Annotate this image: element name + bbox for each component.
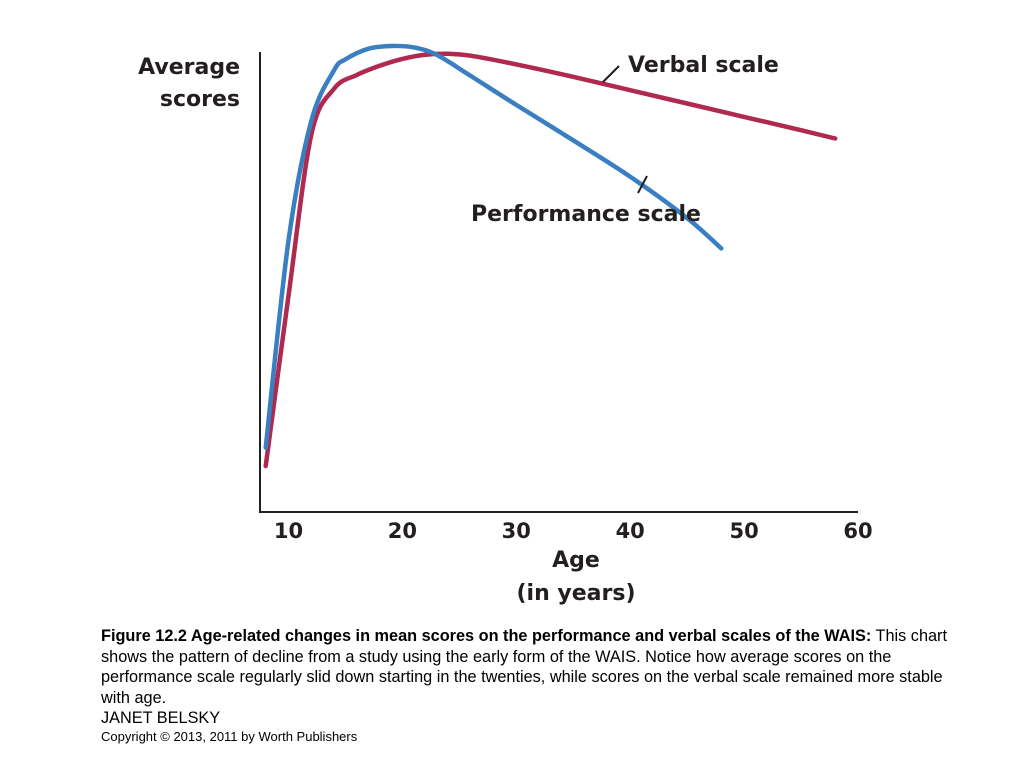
y-axis-label-line-1: Average bbox=[138, 55, 240, 80]
verbal-scale-annotation: Verbal scale bbox=[602, 53, 779, 83]
performance-scale-label: Performance scale bbox=[471, 202, 701, 227]
age-scores-chart: Average scores 10 20 30 40 50 60 Age (in year… bbox=[138, 43, 873, 606]
performance-scale-leader-line bbox=[637, 175, 648, 194]
performance-scale-annotation: Performance scale bbox=[471, 175, 701, 227]
figure-caption-title: Figure 12.2 Age-related changes in mean … bbox=[101, 627, 872, 645]
series-lines bbox=[263, 43, 838, 469]
x-tick-label-60: 60 bbox=[843, 519, 872, 543]
y-axis-label-line-2: scores bbox=[160, 87, 240, 112]
x-axis-label: Age (in years) bbox=[516, 548, 635, 606]
x-tick-label-10: 10 bbox=[274, 519, 303, 543]
x-tick-label-30: 30 bbox=[502, 519, 531, 543]
verbal-scale-label: Verbal scale bbox=[628, 53, 779, 78]
figure-caption-text: This chart shows the pattern of decline … bbox=[101, 627, 948, 707]
figure-caption: Figure 12.2 Age-related changes in mean … bbox=[101, 626, 971, 708]
x-tick-label-50: 50 bbox=[729, 519, 758, 543]
performance-scale-line bbox=[263, 43, 724, 450]
y-axis-label: Average scores bbox=[138, 55, 240, 112]
x-axis-label-line-1: Age bbox=[552, 548, 600, 573]
x-tick-label-40: 40 bbox=[616, 519, 645, 543]
verbal-scale-leader-line bbox=[602, 65, 620, 83]
author-name: JANET BELSKY bbox=[101, 709, 221, 727]
x-tick-label-20: 20 bbox=[388, 519, 417, 543]
copyright-notice: Copyright © 2013, 2011 by Worth Publishe… bbox=[101, 729, 358, 744]
x-tick-labels: 10 20 30 40 50 60 bbox=[274, 519, 873, 543]
x-axis-label-line-2: (in years) bbox=[516, 581, 635, 606]
verbal-scale-line bbox=[263, 51, 838, 469]
